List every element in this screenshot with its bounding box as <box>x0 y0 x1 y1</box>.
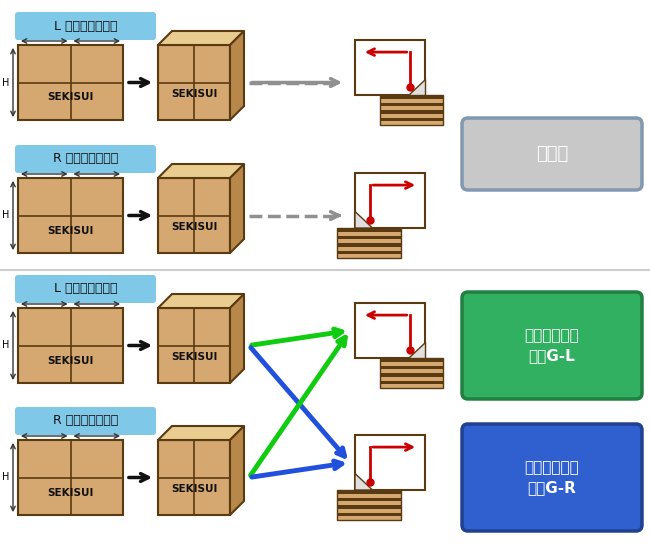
Polygon shape <box>408 79 425 95</box>
Text: H: H <box>1 341 9 351</box>
Polygon shape <box>355 211 372 228</box>
Text: L: L <box>42 422 47 432</box>
Text: W: W <box>40 27 49 37</box>
Bar <box>380 103 443 106</box>
Bar <box>337 251 400 254</box>
Text: SEKISUI: SEKISUI <box>47 225 94 235</box>
Bar <box>380 358 443 362</box>
Bar <box>337 497 400 501</box>
Polygon shape <box>158 45 230 120</box>
Polygon shape <box>355 473 372 490</box>
FancyBboxPatch shape <box>15 145 156 173</box>
Polygon shape <box>230 31 244 120</box>
Bar <box>380 110 443 114</box>
Bar <box>380 95 443 99</box>
Text: R 型箱・右起こし: R 型箱・右起こし <box>53 414 118 428</box>
Text: SEKISUI: SEKISUI <box>171 484 217 494</box>
Text: L 型箱・左起こし: L 型箱・左起こし <box>54 20 117 33</box>
Text: L 型箱・左起こし: L 型箱・左起こし <box>54 282 117 295</box>
FancyBboxPatch shape <box>462 292 642 399</box>
Polygon shape <box>158 308 230 383</box>
FancyBboxPatch shape <box>15 275 156 303</box>
Text: SEKISUI: SEKISUI <box>47 92 94 103</box>
Polygon shape <box>158 164 244 178</box>
Bar <box>18 45 123 120</box>
FancyBboxPatch shape <box>462 424 642 531</box>
Bar <box>18 440 123 515</box>
Text: SEKISUI: SEKISUI <box>47 488 94 497</box>
Text: H: H <box>1 78 9 87</box>
Polygon shape <box>230 426 244 515</box>
Polygon shape <box>230 164 244 253</box>
Text: W: W <box>92 160 101 170</box>
Bar <box>337 490 400 494</box>
Bar <box>380 95 443 125</box>
Polygon shape <box>158 440 230 515</box>
Text: W: W <box>92 422 101 432</box>
Text: ワークメイト
２３G-R: ワークメイト ２３G-R <box>525 460 579 495</box>
Text: L: L <box>94 27 99 37</box>
Text: L: L <box>42 160 47 170</box>
Bar <box>337 228 400 258</box>
Polygon shape <box>408 341 425 358</box>
FancyBboxPatch shape <box>462 118 642 190</box>
Text: SEKISUI: SEKISUI <box>171 222 217 232</box>
Bar <box>355 173 425 228</box>
Text: ワークメイト
２３G-L: ワークメイト ２３G-L <box>525 328 579 363</box>
Bar <box>18 308 123 383</box>
Polygon shape <box>158 178 230 253</box>
Bar <box>337 513 400 517</box>
Text: L: L <box>94 290 99 300</box>
Bar <box>337 235 400 239</box>
Bar <box>355 435 425 490</box>
Bar <box>355 303 425 358</box>
Bar <box>380 365 443 369</box>
Bar <box>380 117 443 121</box>
Text: W: W <box>40 290 49 300</box>
Text: SEKISUI: SEKISUI <box>171 89 217 99</box>
Polygon shape <box>158 294 244 308</box>
FancyBboxPatch shape <box>15 12 156 40</box>
Polygon shape <box>158 31 244 45</box>
Polygon shape <box>158 426 244 440</box>
Text: H: H <box>1 211 9 221</box>
Bar <box>380 373 443 377</box>
Polygon shape <box>230 294 244 383</box>
Text: SEKISUI: SEKISUI <box>171 352 217 362</box>
Text: R 型箱・右起こし: R 型箱・右起こし <box>53 152 118 165</box>
Text: H: H <box>1 472 9 483</box>
Text: 従来機: 従来機 <box>536 145 568 163</box>
Bar <box>380 381 443 384</box>
Bar <box>355 40 425 95</box>
Text: SEKISUI: SEKISUI <box>47 355 94 365</box>
Bar <box>337 505 400 509</box>
Bar <box>337 243 400 247</box>
Bar <box>337 228 400 232</box>
Bar <box>337 490 400 520</box>
Bar <box>18 178 123 253</box>
Bar <box>380 358 443 388</box>
FancyBboxPatch shape <box>15 407 156 435</box>
